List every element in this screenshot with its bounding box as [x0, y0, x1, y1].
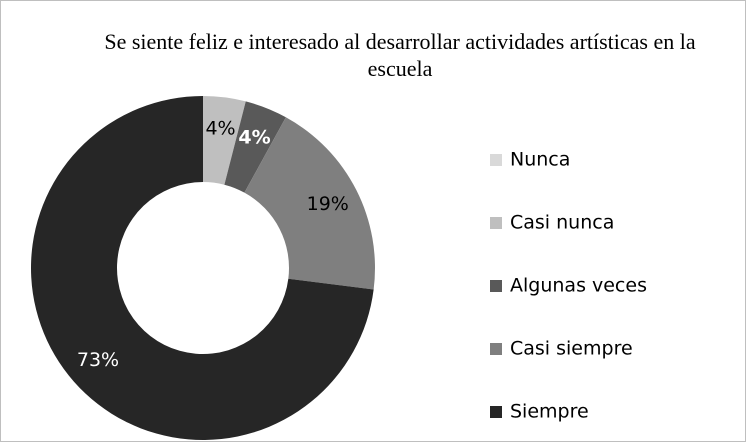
donut-segment	[203, 96, 246, 185]
data-label: 4%	[238, 126, 270, 148]
legend-swatch	[490, 280, 502, 292]
legend-swatch	[490, 217, 502, 229]
donut-segment	[244, 117, 375, 290]
legend-label: Algunas veces	[510, 275, 647, 297]
data-label: 73%	[77, 349, 119, 371]
chart-title: Se siente feliz e interesado al desarrol…	[104, 29, 696, 81]
legend-label: Siempre	[510, 401, 589, 423]
data-label: 19%	[307, 193, 349, 215]
legend-swatch	[490, 406, 502, 418]
data-label: 4%	[205, 118, 235, 140]
donut-segment	[30, 96, 374, 440]
legend-swatch	[490, 343, 502, 355]
legend-label: Nunca	[510, 149, 570, 171]
legend-swatch	[490, 154, 502, 166]
legend-label: Casi siempre	[510, 338, 633, 360]
legend-label: Casi nunca	[510, 212, 614, 234]
donut-segment	[224, 101, 286, 193]
